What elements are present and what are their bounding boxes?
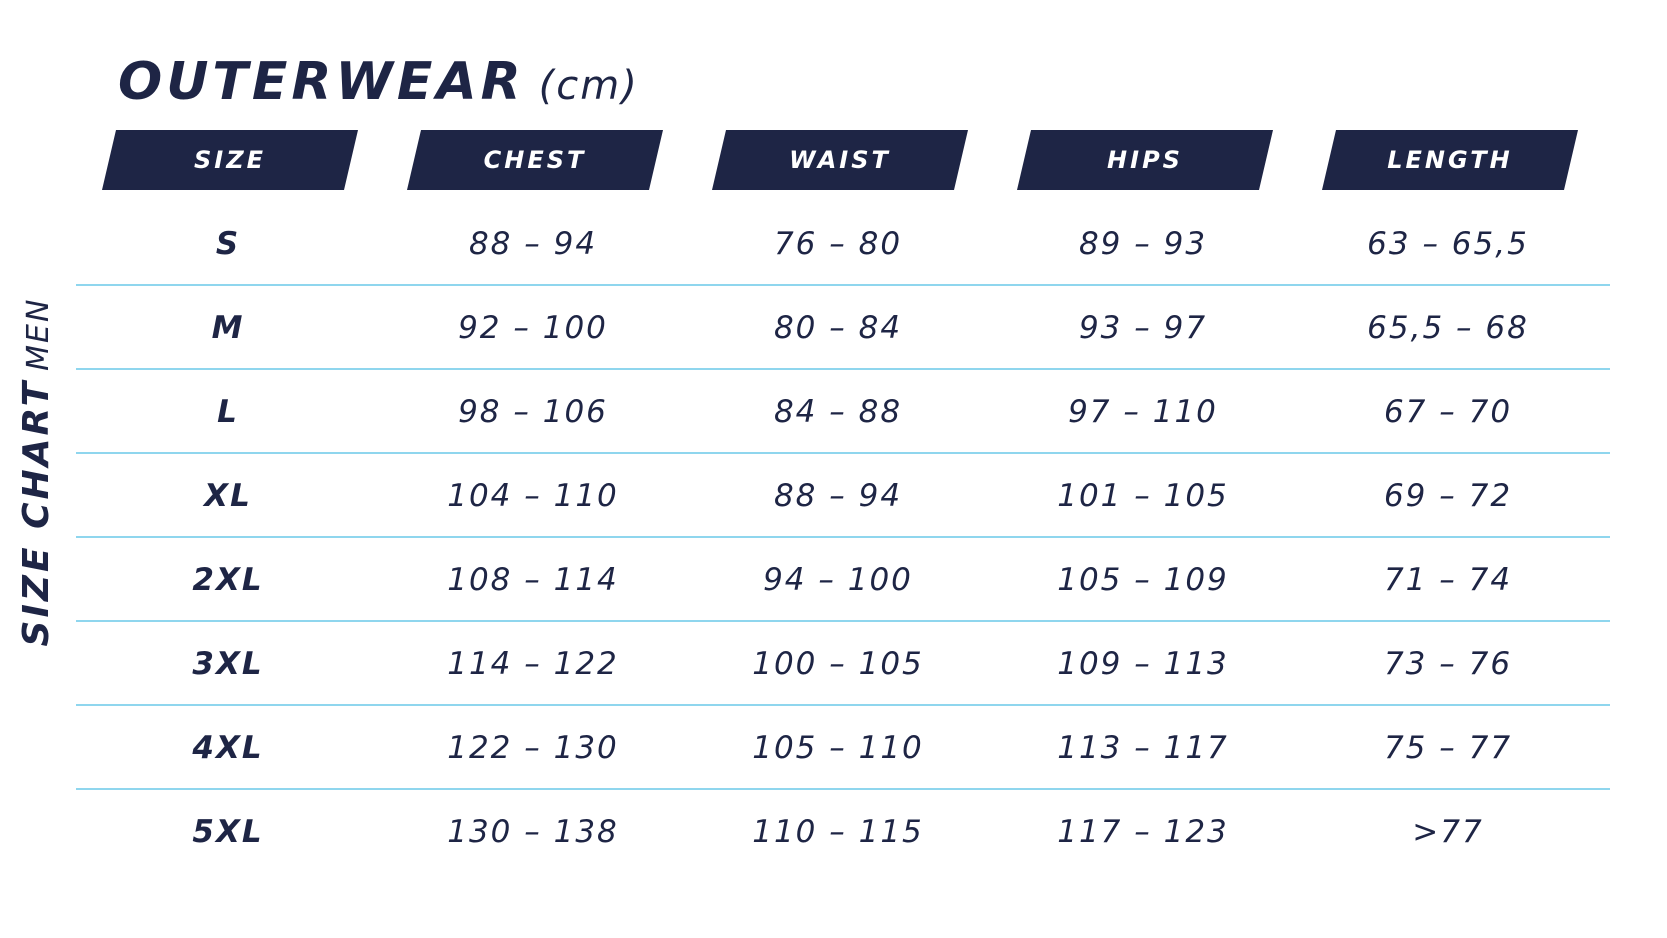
page-title: OUTERWEAR (cm) [118,52,639,116]
column-header-label: SIZE [193,146,266,174]
waist-cell: 76 – 80 [773,226,903,262]
chest-cell: 92 – 100 [458,310,608,346]
hips-cell: 113 – 117 [1057,730,1229,766]
column-header-label: WAIST [789,146,891,174]
column-header-label: LENGTH [1387,146,1513,174]
size-table-body: S 88 – 94 76 – 80 89 – 93 63 – 65,5 M 92… [0,202,1667,874]
table-row: XL 104 – 110 88 – 94 101 – 105 69 – 72 [0,454,1667,538]
length-cell: 67 – 70 [1383,394,1513,430]
length-cell: 71 – 74 [1383,562,1513,598]
chest-cell: 108 – 114 [447,562,619,598]
size-cell: 2XL [192,562,264,598]
column-header-waist: WAIST [712,130,968,190]
length-cell: 65,5 – 68 [1367,310,1529,346]
waist-cell: 84 – 88 [773,394,903,430]
size-cell: M [211,310,245,346]
length-cell: 73 – 76 [1383,646,1513,682]
waist-cell: 88 – 94 [773,478,903,514]
waist-cell: 110 – 115 [752,814,924,850]
length-cell: 69 – 72 [1383,478,1513,514]
length-cell: 75 – 77 [1383,730,1513,766]
hips-cell: 105 – 109 [1057,562,1229,598]
chest-cell: 122 – 130 [447,730,619,766]
size-cell: 4XL [192,730,264,766]
column-header-chest: CHEST [407,130,663,190]
column-header-label: CHEST [483,146,587,174]
size-cell: XL [204,478,252,514]
waist-cell: 105 – 110 [752,730,924,766]
column-header-hips: HIPS [1017,130,1273,190]
table-row: L 98 – 106 84 – 88 97 – 110 67 – 70 [0,370,1667,454]
row-divider [76,536,1610,538]
hips-cell: 93 – 97 [1078,310,1208,346]
table-row: 4XL 122 – 130 105 – 110 113 – 117 75 – 7… [0,706,1667,790]
column-header-label: HIPS [1107,146,1183,174]
title-unit: (cm) [538,63,639,109]
row-divider [76,620,1610,622]
hips-cell: 109 – 113 [1057,646,1229,682]
table-row: 3XL 114 – 122 100 – 105 109 – 113 73 – 7… [0,622,1667,706]
size-cell: S [215,226,241,262]
waist-cell: 80 – 84 [773,310,903,346]
title-text: OUTERWEAR [118,52,525,112]
hips-cell: 97 – 110 [1068,394,1218,430]
chest-cell: 98 – 106 [458,394,608,430]
table-row: 5XL 130 – 138 110 – 115 117 – 123 >77 [0,790,1667,874]
chest-cell: 104 – 110 [447,478,619,514]
size-cell: 5XL [192,814,264,850]
size-cell: 3XL [192,646,264,682]
size-cell: L [217,394,239,430]
hips-cell: 101 – 105 [1057,478,1229,514]
table-row: 2XL 108 – 114 94 – 100 105 – 109 71 – 74 [0,538,1667,622]
hips-cell: 117 – 123 [1057,814,1229,850]
row-divider [76,368,1610,370]
column-header-size: SIZE [102,130,358,190]
row-divider [76,788,1610,790]
waist-cell: 94 – 100 [763,562,913,598]
row-divider [76,284,1610,286]
chest-cell: 114 – 122 [447,646,619,682]
chest-cell: 88 – 94 [468,226,598,262]
table-row: S 88 – 94 76 – 80 89 – 93 63 – 65,5 [0,202,1667,286]
length-cell: 63 – 65,5 [1367,226,1529,262]
row-divider [76,452,1610,454]
table-row: M 92 – 100 80 – 84 93 – 97 65,5 – 68 [0,286,1667,370]
row-divider [76,704,1610,706]
waist-cell: 100 – 105 [752,646,924,682]
chest-cell: 130 – 138 [447,814,619,850]
size-table-header: SIZE CHEST WAIST HIPS LENGTH [0,130,1667,190]
hips-cell: 89 – 93 [1078,226,1208,262]
column-header-length: LENGTH [1322,130,1578,190]
length-cell: >77 [1412,814,1484,850]
